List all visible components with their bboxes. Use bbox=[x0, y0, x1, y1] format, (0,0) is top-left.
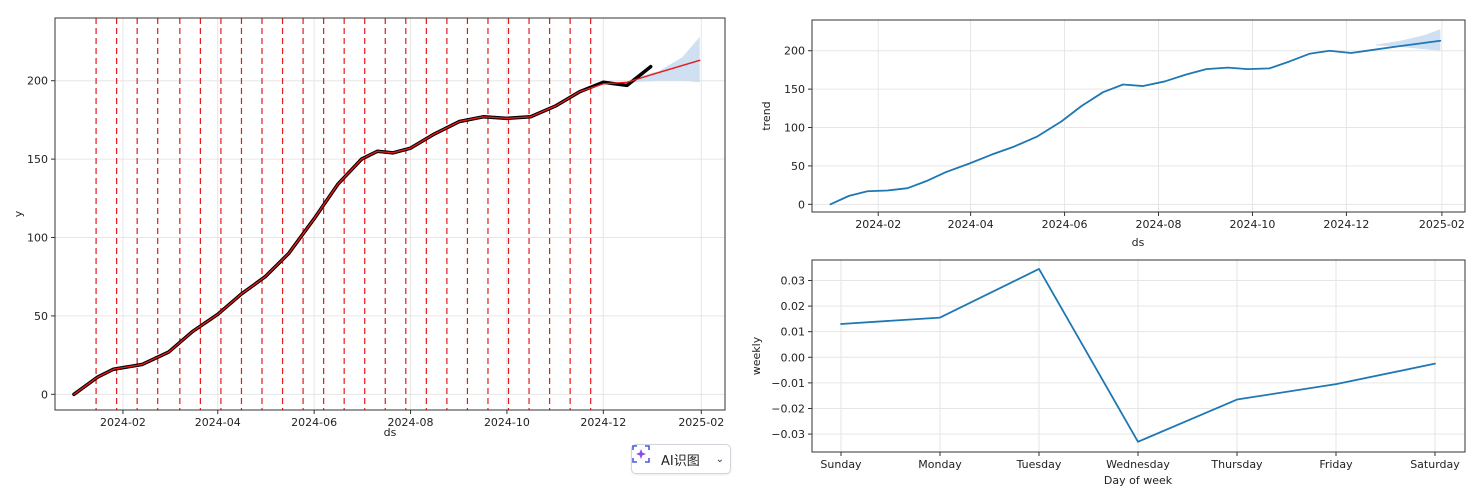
x-tick-label: 2024-08 bbox=[388, 416, 434, 429]
y-tick-label: 0.01 bbox=[781, 326, 806, 339]
chevron-down-icon[interactable]: ⌄ bbox=[715, 453, 724, 465]
y-tick-label: 100 bbox=[27, 232, 48, 245]
y-axis-label: trend bbox=[760, 101, 773, 130]
x-tick-label: Saturday bbox=[1410, 458, 1460, 471]
x-tick-label: 2024-04 bbox=[948, 218, 994, 231]
x-tick-label: 2024-12 bbox=[580, 416, 626, 429]
y-tick-label: 0.02 bbox=[781, 300, 806, 313]
x-tick-label: Tuesday bbox=[1016, 458, 1062, 471]
y-tick-label: 0 bbox=[798, 198, 805, 211]
y-tick-label: 50 bbox=[791, 160, 805, 173]
y-tick-label: 0 bbox=[41, 388, 48, 401]
y-tick-label: −0.01 bbox=[771, 377, 805, 390]
y-tick-label: −0.03 bbox=[771, 428, 805, 441]
chart-panel-1: 2024-02 2024-04 2024-06 2024-08 2024-10 2024-… bbox=[760, 19, 1466, 249]
ai-recognize-button[interactable]: AI识图 ⌄ bbox=[631, 444, 731, 474]
x-axis-label: ds bbox=[384, 426, 397, 439]
y-tick-label: 50 bbox=[34, 310, 48, 323]
x-tick-label: 2024-06 bbox=[291, 416, 337, 429]
uncertainty-band bbox=[1375, 29, 1441, 51]
x-tick-label: Thursday bbox=[1210, 458, 1263, 471]
y-tick-label: −0.02 bbox=[771, 402, 805, 415]
y-axis-label: weekly bbox=[750, 336, 763, 375]
plot-frame bbox=[54, 17, 726, 411]
x-axis-label: ds bbox=[1132, 236, 1145, 249]
ai-scan-icon bbox=[632, 445, 656, 468]
x-tick-label: 2024-04 bbox=[195, 416, 241, 429]
x-axis-label: Day of week bbox=[1104, 474, 1173, 487]
x-tick-label: 2024-06 bbox=[1042, 218, 1088, 231]
x-tick-label: 2024-02 bbox=[100, 416, 146, 429]
y-tick-label: 150 bbox=[27, 153, 48, 166]
x-tick-label: Sunday bbox=[820, 458, 862, 471]
x-tick-label: 2025-02 bbox=[678, 416, 724, 429]
y-tick-label: 0.03 bbox=[781, 274, 806, 287]
x-tick-label: 2024-10 bbox=[1229, 218, 1275, 231]
uncertainty-band bbox=[633, 36, 700, 83]
x-tick-label: 2024-08 bbox=[1136, 218, 1182, 231]
chart-panel-2: Sunday Monday Tuesday Wednesday Thursday Frid… bbox=[750, 259, 1466, 487]
y-tick-label: 0.00 bbox=[781, 351, 806, 364]
y-axis-label: y bbox=[12, 210, 25, 217]
x-tick-label: 2025-02 bbox=[1419, 218, 1465, 231]
x-tick-label: Friday bbox=[1319, 458, 1353, 471]
series-line-0 bbox=[829, 39, 1442, 206]
ai-recognize-label: AI识图 bbox=[661, 453, 700, 469]
chart-panel-0: 2024-02 2024-04 2024-06 2024-08 2024-10 2024-… bbox=[12, 17, 726, 439]
x-tick-label: Wednesday bbox=[1106, 458, 1170, 471]
series-line-observed bbox=[72, 64, 653, 397]
x-tick-label: Monday bbox=[918, 458, 962, 471]
x-tick-label: 2024-10 bbox=[484, 416, 530, 429]
y-tick-label: 200 bbox=[784, 45, 805, 58]
series-line-forecast bbox=[73, 59, 701, 396]
y-tick-label: 100 bbox=[784, 122, 805, 135]
series-line-0 bbox=[840, 268, 1436, 443]
y-tick-label: 200 bbox=[27, 75, 48, 88]
x-tick-label: 2024-02 bbox=[855, 218, 901, 231]
y-tick-label: 150 bbox=[784, 83, 805, 96]
plot-frame bbox=[811, 19, 1466, 213]
x-tick-label: 2024-12 bbox=[1323, 218, 1369, 231]
